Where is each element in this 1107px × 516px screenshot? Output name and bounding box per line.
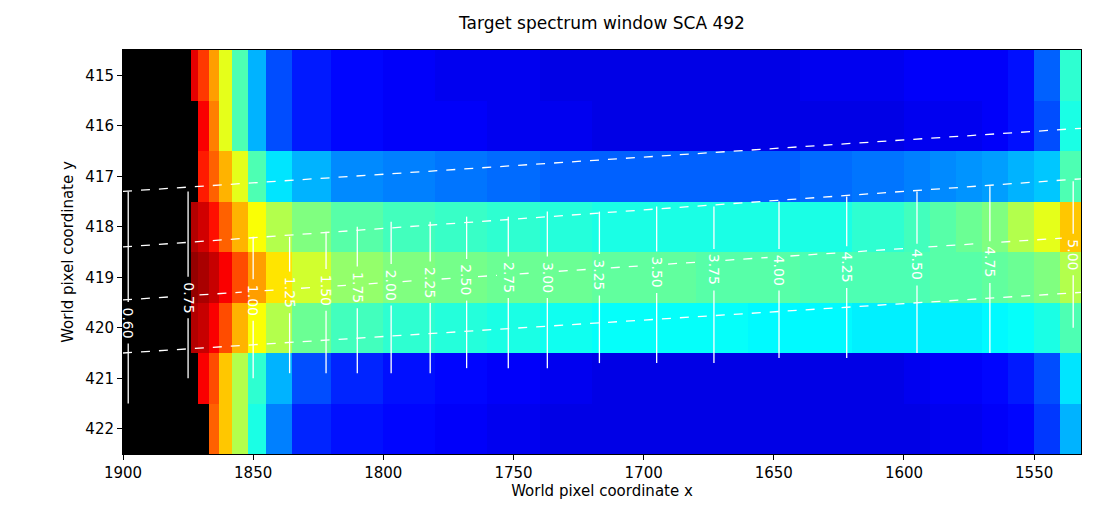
svg-text:1650: 1650: [755, 464, 793, 482]
svg-text:1900: 1900: [104, 464, 142, 482]
svg-text:2.25: 2.25: [422, 267, 438, 298]
svg-text:1.25: 1.25: [282, 277, 298, 308]
svg-text:2.75: 2.75: [501, 262, 517, 293]
svg-text:0.60: 0.60: [120, 307, 136, 338]
svg-text:3.50: 3.50: [649, 257, 665, 288]
svg-text:420: 420: [85, 319, 114, 337]
svg-text:1750: 1750: [494, 464, 532, 482]
svg-text:0.75: 0.75: [181, 282, 197, 313]
svg-text:5.00: 5.00: [1065, 239, 1081, 270]
svg-text:419: 419: [85, 269, 114, 287]
svg-text:4.75: 4.75: [982, 246, 998, 277]
svg-text:3.25: 3.25: [591, 259, 607, 290]
svg-text:415: 415: [85, 67, 114, 85]
svg-text:416: 416: [85, 117, 114, 135]
svg-text:4.00: 4.00: [771, 255, 787, 286]
svg-text:4.50: 4.50: [909, 249, 925, 280]
svg-text:1700: 1700: [625, 464, 663, 482]
svg-text:2.50: 2.50: [458, 264, 474, 295]
svg-text:417: 417: [85, 168, 114, 186]
svg-text:World pixel coordinate y: World pixel coordinate y: [59, 161, 77, 343]
svg-text:418: 418: [85, 218, 114, 236]
svg-text:1600: 1600: [885, 464, 923, 482]
svg-text:1550: 1550: [1015, 464, 1053, 482]
svg-text:1850: 1850: [234, 464, 272, 482]
svg-text:2.00: 2.00: [383, 270, 399, 301]
svg-text:3.00: 3.00: [540, 262, 556, 293]
svg-text:422: 422: [85, 420, 114, 438]
svg-text:3.75: 3.75: [706, 254, 722, 285]
svg-text:Target spectrum window SCA 492: Target spectrum window SCA 492: [458, 13, 745, 33]
svg-text:1.75: 1.75: [350, 272, 366, 303]
svg-text:4.25: 4.25: [839, 251, 855, 282]
svg-text:World pixel coordinate x: World pixel coordinate x: [511, 482, 693, 500]
svg-text:1800: 1800: [364, 464, 402, 482]
svg-text:421: 421: [85, 370, 114, 388]
svg-text:1.50: 1.50: [318, 275, 334, 306]
svg-text:1.00: 1.00: [245, 285, 261, 316]
